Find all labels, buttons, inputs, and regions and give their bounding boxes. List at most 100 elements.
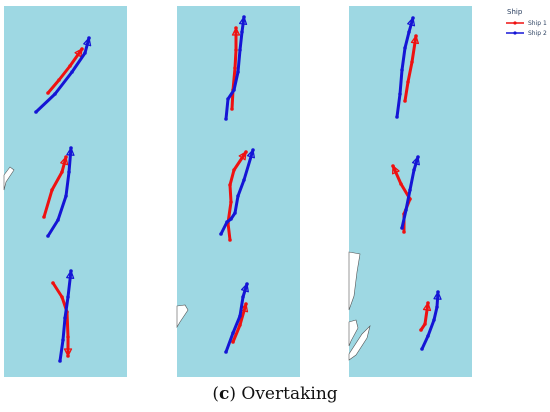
legend-title: Ship xyxy=(507,8,523,16)
ship-2-point xyxy=(229,217,233,221)
track-panel-5 xyxy=(219,148,255,242)
ship-2-point xyxy=(412,168,416,172)
ship-1-point xyxy=(228,183,232,187)
ship-1-point xyxy=(232,168,236,172)
ship-1-heading-arrow xyxy=(422,302,432,312)
figure-caption: (c) Overtaking xyxy=(212,384,338,404)
ship-2-point xyxy=(63,316,67,320)
track-panel-9 xyxy=(419,290,442,351)
ship-1-track xyxy=(42,155,68,219)
ship-2-heading-arrow xyxy=(66,147,75,156)
ship-2-point xyxy=(404,208,408,212)
ship-tracks xyxy=(34,15,442,363)
ship-1-point xyxy=(410,60,414,64)
ship-2-point xyxy=(70,70,74,74)
ship-2-point xyxy=(34,110,38,114)
ship-2-heading-arrow xyxy=(433,291,442,300)
ship-2-point xyxy=(435,305,439,309)
ship-1-point xyxy=(230,107,234,111)
ship-1-heading-arrow xyxy=(410,35,420,45)
ship-1-point xyxy=(46,91,50,95)
ship-2-point xyxy=(64,194,68,198)
ship-1-track xyxy=(46,47,84,95)
ship-2-point xyxy=(241,295,245,299)
ship-1-point xyxy=(66,335,70,339)
ship-2-heading-arrow xyxy=(411,156,420,166)
ship-1-point xyxy=(402,230,406,234)
ship-1-point xyxy=(50,188,54,192)
legend-item-ship-2[interactable]: Ship 2 xyxy=(506,30,547,37)
ship-2-point xyxy=(408,188,412,192)
ship-1-point xyxy=(406,80,410,84)
ship-1-point xyxy=(68,64,72,68)
ship-2-point xyxy=(224,350,228,354)
ship-2-point xyxy=(426,334,430,338)
ship-2-point xyxy=(242,178,246,182)
ship-2-point xyxy=(395,115,399,119)
ship-1-heading-arrow xyxy=(231,27,241,36)
ship-2-point xyxy=(226,97,230,101)
ship-1-point xyxy=(238,323,242,327)
ship-1-point xyxy=(42,215,46,219)
ship-1-point xyxy=(51,281,55,285)
ship-2-heading-arrow xyxy=(66,270,75,280)
ship-1-point xyxy=(60,170,64,174)
caption-label: c xyxy=(218,384,230,404)
legend-item-ship-1[interactable]: Ship 1 xyxy=(506,20,547,27)
ship-1-track xyxy=(403,34,418,103)
ship-1-point xyxy=(423,322,427,326)
ship-1-heading-arrow xyxy=(74,48,83,58)
ship-1-heading-arrow xyxy=(240,303,249,313)
ship-2-point xyxy=(236,70,240,74)
ship-1-point xyxy=(419,328,423,332)
ship-2-point xyxy=(219,232,223,236)
land-mass xyxy=(348,251,361,311)
ship-1-point xyxy=(60,295,64,299)
ship-2-heading-arrow xyxy=(240,283,249,293)
ship-2-point xyxy=(66,295,70,299)
ship-2-point xyxy=(67,170,71,174)
ship-2-point xyxy=(240,30,244,34)
ship-2-point xyxy=(432,318,436,322)
ship-2-point xyxy=(83,51,87,55)
ship-1-heading-arrow xyxy=(391,165,400,175)
ship-1-point xyxy=(233,66,237,70)
ship-2-point xyxy=(56,218,60,222)
coastline xyxy=(348,319,359,347)
ship-2-point xyxy=(403,46,407,50)
ship-2-point xyxy=(238,48,242,52)
ship-2-point xyxy=(407,30,411,34)
ship-2-point xyxy=(231,331,235,335)
ship-2-heading-arrow xyxy=(407,17,416,27)
coastline xyxy=(348,325,371,361)
ship-2-track xyxy=(395,16,415,119)
track-panel-2 xyxy=(42,146,75,238)
ship-1-point xyxy=(229,200,233,204)
track-panel-6 xyxy=(224,282,249,354)
ship-2-point xyxy=(398,92,402,96)
track-panel-7 xyxy=(395,16,420,119)
ship-2-heading-arrow xyxy=(246,149,255,159)
ship-1-point xyxy=(399,182,403,186)
ship-1-point xyxy=(403,99,407,103)
ship-2-point xyxy=(420,347,424,351)
track-panel-3 xyxy=(51,269,75,363)
coastline xyxy=(176,304,189,329)
legend-label: Ship 1 xyxy=(528,20,547,27)
ship-1-heading-arrow xyxy=(60,156,69,166)
legend-label: Ship 2 xyxy=(528,30,547,37)
ship-2-point xyxy=(232,88,236,92)
ship-2-point xyxy=(58,359,62,363)
caption-text: Overtaking xyxy=(241,384,338,404)
ship-1-track xyxy=(226,150,248,242)
ship-2-point xyxy=(46,234,50,238)
track-panel-1 xyxy=(34,36,92,114)
ship-2-point xyxy=(233,211,237,215)
ship-2-heading-arrow xyxy=(238,16,248,26)
ship-1-point xyxy=(57,78,61,82)
track-panel-8 xyxy=(391,155,420,234)
ship-2-point xyxy=(400,226,404,230)
ship-1-heading-arrow xyxy=(63,348,73,357)
coastline xyxy=(3,166,15,191)
